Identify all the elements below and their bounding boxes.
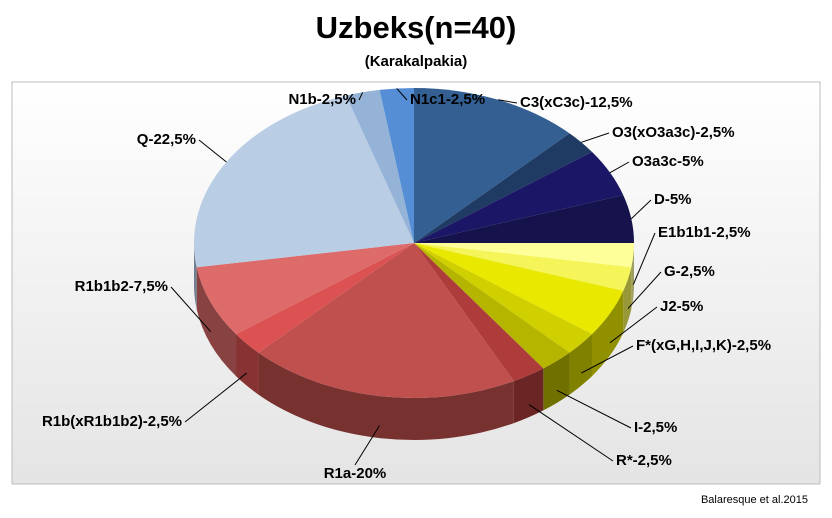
data-label: R1b1b2-7,5% <box>75 278 168 295</box>
slice-side <box>258 352 514 441</box>
slice <box>379 88 414 243</box>
slice <box>414 195 634 243</box>
data-label: O3a3c-5% <box>632 153 704 170</box>
leader-line <box>396 88 408 101</box>
slice-side <box>543 352 570 411</box>
slice-side <box>591 290 624 377</box>
data-label: N1c1-2,5% <box>410 91 485 108</box>
data-label: J2-5% <box>660 298 703 315</box>
slice <box>414 243 634 268</box>
chart-title: Uzbeks(n=40) <box>316 10 517 45</box>
leader-line <box>358 92 364 101</box>
leader-line <box>184 372 248 423</box>
leader-line <box>528 404 614 462</box>
leader-line <box>609 161 630 174</box>
slice <box>193 95 414 268</box>
leader-line <box>498 99 518 104</box>
slice-side <box>569 334 592 395</box>
slice-side <box>623 267 632 333</box>
leader-line <box>354 425 381 466</box>
leader-line <box>556 389 632 429</box>
data-label: E1b1b1-2,5% <box>658 224 751 241</box>
slice-side <box>631 243 634 310</box>
data-label: D-5% <box>654 191 692 208</box>
data-label: R1b(xR1b1b2)-2,5% <box>42 413 182 430</box>
slice <box>414 88 570 243</box>
leader-line <box>630 199 652 220</box>
chart-subtitle: (Karakalpakia) <box>365 53 468 70</box>
leader-line <box>170 286 212 333</box>
slice <box>258 243 514 398</box>
slice <box>414 243 570 369</box>
slice <box>414 243 632 291</box>
slice <box>414 151 624 243</box>
slice <box>196 243 414 335</box>
leader-line <box>627 271 662 309</box>
leader-line <box>632 232 656 285</box>
data-label: R1a-20% <box>324 465 387 482</box>
source-note: Balaresque et al.2015 <box>701 494 808 506</box>
slice <box>414 133 592 243</box>
leader-line <box>581 345 634 374</box>
slice <box>414 243 624 335</box>
data-label: O3(xO3a3c)-2,5% <box>612 124 735 141</box>
data-label: N1b-2,5% <box>288 91 356 108</box>
data-label: Q-22,5% <box>137 131 196 148</box>
leader-line <box>609 306 658 344</box>
leader-line <box>581 132 610 143</box>
data-label: R*-2,5% <box>616 452 672 469</box>
slice <box>346 89 414 243</box>
slice <box>414 243 592 353</box>
data-label: C3(xC3c)-12,5% <box>520 94 633 111</box>
slice <box>414 243 544 382</box>
data-label: I-2,5% <box>634 419 677 436</box>
data-label: G-2,5% <box>664 263 715 280</box>
slice-side <box>196 267 237 377</box>
leader-line <box>198 139 227 163</box>
slice-side <box>236 334 259 395</box>
slice-side <box>194 243 197 310</box>
data-label: F*(xG,H,I,J,K)-2,5% <box>636 337 771 354</box>
slice <box>236 243 414 353</box>
